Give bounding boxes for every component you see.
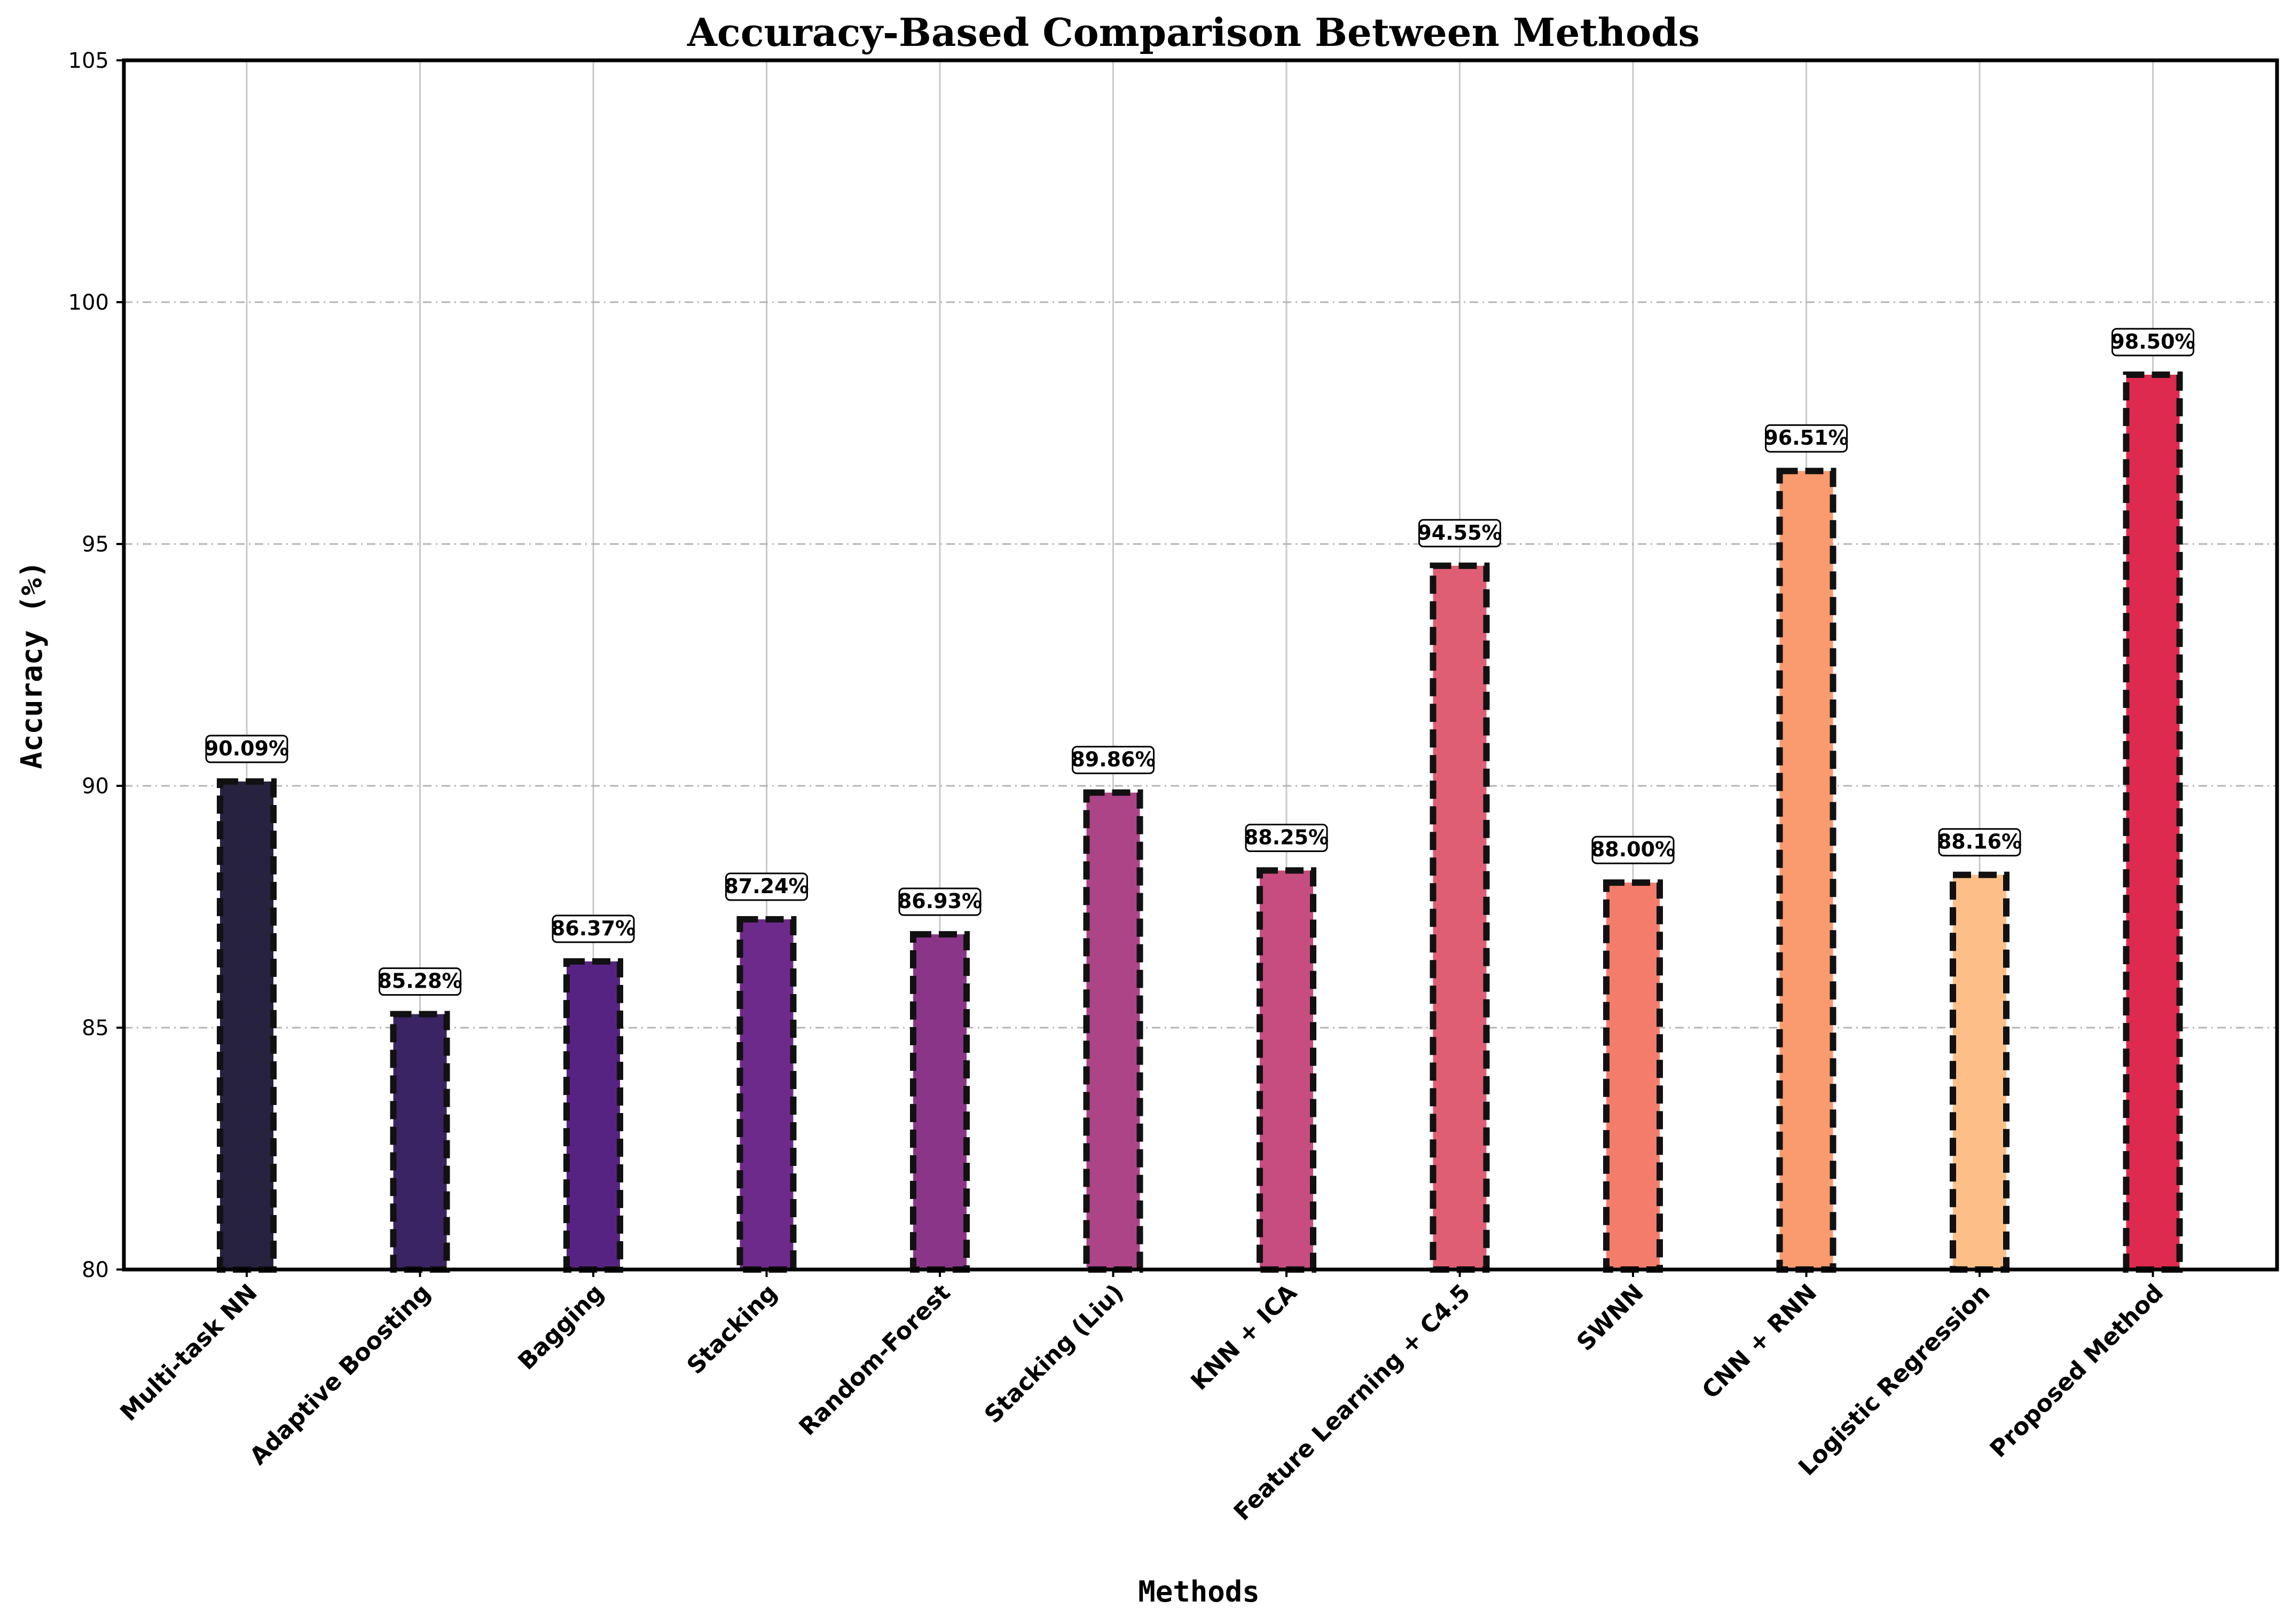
bar	[2123, 371, 2183, 1273]
chart-title: Accuracy-Based Comparison Between Method…	[687, 10, 1700, 55]
data-label: 87.24%	[724, 874, 809, 898]
y-tick-label: 90	[82, 774, 109, 799]
data-label-box	[2112, 328, 2194, 357]
data-label-box	[1938, 828, 2021, 857]
bar	[390, 1011, 450, 1273]
x-tick-label: CNN + RNN	[1697, 1279, 1823, 1405]
data-label: 88.25%	[1244, 826, 1329, 849]
data-label-box	[1765, 424, 1848, 453]
x-tick-label: Stacking (Liu)	[979, 1279, 1129, 1429]
data-label: 94.55%	[1417, 521, 1502, 545]
data-labels: 90.09% 85.28% 86.37% 87.24% 86.93% 89.86% 88.2…	[205, 328, 2195, 996]
bar	[563, 958, 623, 1273]
data-label-box	[1245, 824, 1328, 853]
x-tick-label: Bagging	[513, 1279, 609, 1375]
bar	[1950, 871, 2010, 1273]
data-label: 89.86%	[1071, 748, 1155, 771]
data-label-box	[898, 887, 982, 916]
data-label: 96.51%	[1764, 426, 1848, 450]
x-axis-label: Methods	[1138, 1575, 1260, 1609]
y-tick-label: 85	[82, 1016, 109, 1040]
data-label: 85.28%	[378, 969, 462, 993]
x-tick-label: Random-Forest	[794, 1279, 955, 1441]
bar	[1603, 879, 1663, 1273]
data-label: 88.00%	[1591, 838, 1675, 861]
bar	[910, 931, 970, 1273]
x-tick-label: SWNN	[1572, 1279, 1649, 1357]
data-label: 90.09%	[205, 737, 289, 760]
bars	[217, 371, 2183, 1273]
data-label-box	[1418, 519, 1501, 548]
plot-frame	[122, 58, 2279, 1272]
data-label-box	[205, 735, 288, 763]
data-label: 98.50%	[2110, 330, 2195, 353]
x-tick-label: Stacking	[682, 1279, 783, 1380]
y-tick-label: 105	[68, 49, 109, 73]
data-label-box	[552, 915, 635, 943]
bar	[1083, 789, 1143, 1273]
y-tick-label: 95	[82, 532, 109, 557]
x-tick-label: KNN + ICA	[1186, 1279, 1302, 1396]
bar	[1430, 562, 1490, 1273]
y-tick-label: 80	[82, 1258, 109, 1282]
data-label-box	[725, 872, 808, 901]
x-tick-label: Adaptive Boosting	[245, 1279, 436, 1470]
y-axis-label: Accuracy (%)	[15, 561, 49, 769]
x-tick-label: Logistic Regression	[1793, 1279, 1996, 1481]
grid-lines	[124, 60, 2277, 1270]
data-label-box	[1591, 835, 1675, 864]
data-label-box	[1072, 746, 1155, 775]
bar	[217, 778, 277, 1273]
data-label: 86.37%	[551, 917, 635, 940]
data-label: 88.16%	[1937, 830, 2022, 854]
data-label: 86.93%	[898, 889, 982, 913]
bar	[1776, 468, 1836, 1273]
y-axis-ticks: 80 85 90 95 100 105	[68, 49, 124, 1282]
bar	[736, 916, 797, 1273]
data-label-box	[379, 967, 461, 996]
bar	[1257, 867, 1316, 1273]
x-tick-label: Multi-task NN	[115, 1279, 262, 1426]
x-tick-label: Proposed Method	[1985, 1279, 2169, 1463]
y-tick-label: 100	[68, 290, 109, 315]
